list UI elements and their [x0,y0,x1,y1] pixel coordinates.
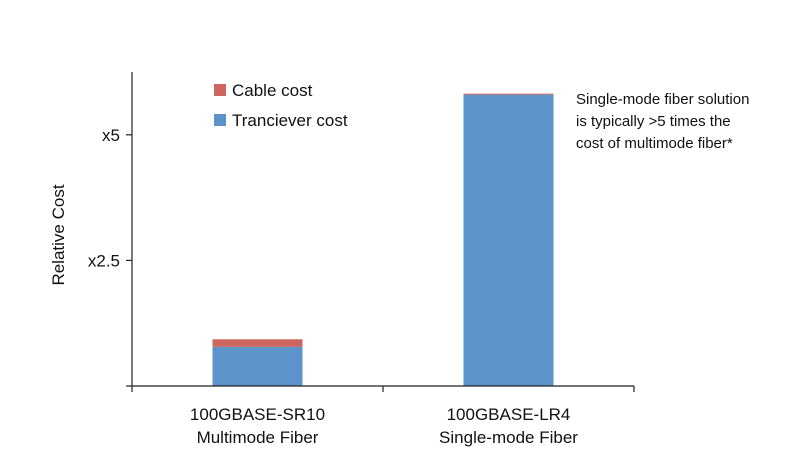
axes-group: x2.5 x5 100GBASE-SR10 Multimode Fiber 100GBA… [49,72,635,447]
bars-group [212,93,554,386]
y-tick-label: x5 [102,126,120,145]
x-category-label: 100GBASE-SR10 [190,405,325,424]
bar-2-cable-cost [463,93,554,95]
bar-1-cable-cost [212,339,303,347]
y-tick-label: x2.5 [88,251,120,270]
annotation-line-1: Single-mode fiber solution [576,91,750,108]
legend-swatch [214,84,226,96]
legend-label: Tranciever cost [232,111,348,130]
annotation-line-2: is typically >5 times the [576,113,731,130]
y-axis-title: Relative Cost [49,184,68,285]
x-category-label: 100GBASE-LR4 [447,405,571,424]
annotation-note: Single-mode fiber solution is typically … [576,89,791,155]
annotation-line-3: cost of multimode fiber* [576,135,733,152]
x-category-label: Single-mode Fiber [439,428,578,447]
legend-label: Cable cost [232,81,313,100]
bar-1-tranciever-cost [212,346,303,386]
legend: Cable cost Tranciever cost [214,81,348,130]
x-category-label: Multimode Fiber [197,428,319,447]
legend-swatch [214,114,226,126]
bar-2-tranciever-cost [463,94,554,386]
